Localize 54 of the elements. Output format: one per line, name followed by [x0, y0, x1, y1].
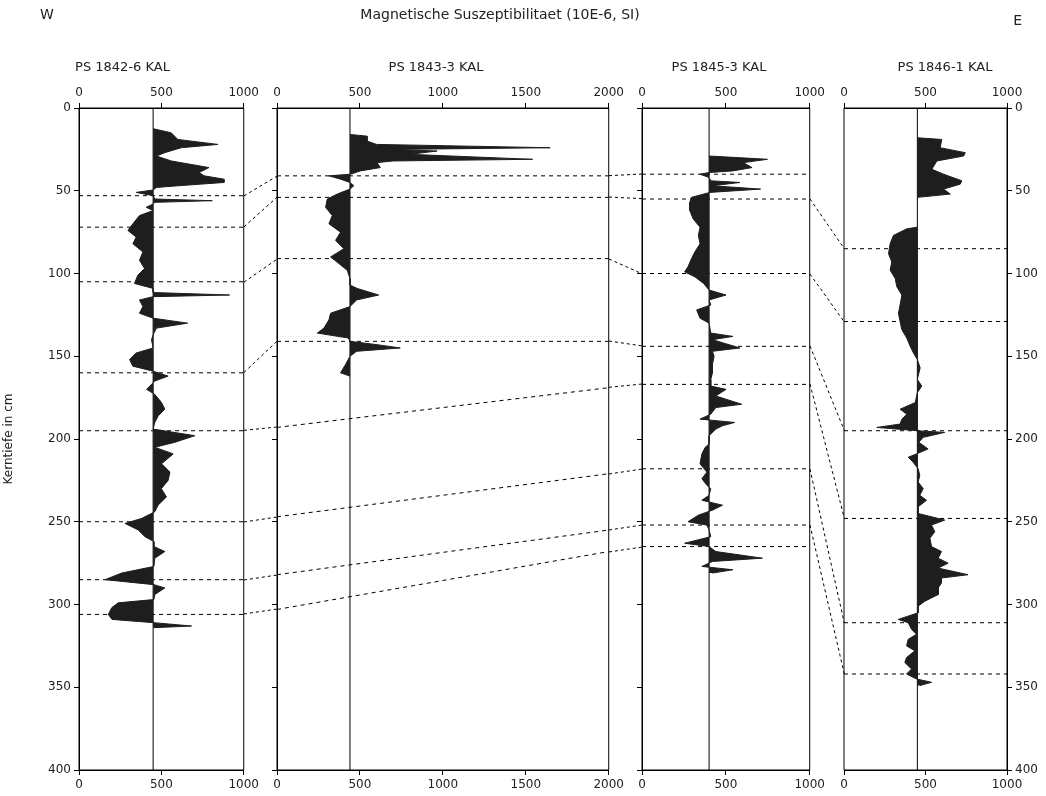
y-tick-label: 300: [48, 596, 71, 611]
x-tick-label: 1000: [794, 777, 825, 792]
x2-tick-label: 500: [714, 84, 738, 99]
y-tick-label: 200: [48, 431, 71, 446]
y2-tick-label: 200: [1015, 431, 1038, 446]
x2-tick-label: 500: [348, 84, 372, 99]
x-tick-label: 500: [714, 777, 738, 792]
x2-tick-label: 0: [638, 84, 646, 99]
x2-tick-label: 0: [273, 84, 281, 99]
y-tick-label: 250: [48, 513, 71, 528]
x-tick-label: 1000: [228, 777, 259, 792]
x2-tick-label: 1000: [228, 84, 259, 99]
y2-tick-label: 150: [1015, 348, 1038, 363]
x-tick-label: 1500: [510, 777, 542, 792]
x-tick-label: 500: [149, 777, 173, 792]
x2-tick-label: 0: [75, 84, 83, 99]
x-tick-label: 1000: [427, 777, 459, 792]
y2-tick-label: 300: [1015, 596, 1038, 611]
x-tick-label: 2000: [593, 777, 624, 792]
y-tick-label: 100: [48, 265, 71, 280]
chart-title: PS 1842-6 KAL: [75, 59, 171, 75]
x-tick-label: 1000: [991, 777, 1023, 792]
y2-tick-label: 50: [1015, 182, 1031, 197]
y-axis-title: Kerntiefe in cm: [1, 393, 16, 485]
y-tick-label: 0: [63, 100, 71, 115]
text: Magnetische Suszeptibilitaet (10E-6, SI): [360, 6, 640, 22]
x2-tick-label: 2000: [593, 84, 624, 99]
x-tick-label: 500: [348, 777, 372, 792]
x2-tick-label: 1000: [991, 84, 1023, 99]
x-tick-label: 0: [638, 777, 646, 792]
y2-tick-label: 400: [1015, 762, 1038, 777]
x2-tick-label: 1500: [510, 84, 542, 99]
y-tick-label: 50: [55, 182, 71, 197]
x-tick-label: 0: [273, 777, 281, 792]
y2-tick-label: 250: [1015, 513, 1038, 528]
x2-tick-label: 500: [914, 84, 937, 99]
x2-tick-label: 500: [149, 84, 173, 99]
y-tick-label: 400: [48, 762, 71, 777]
x2-tick-label: 1000: [794, 84, 825, 99]
y-tick-label: 350: [48, 679, 71, 694]
text: E: [1013, 12, 1022, 28]
y2-tick-label: 0: [1015, 100, 1023, 115]
y2-tick-label: 100: [1015, 265, 1038, 280]
x-tick-label: 0: [840, 777, 848, 792]
chart-title: PS 1843-3 KAL: [388, 59, 485, 75]
chart-title: PS 1846-1 KAL: [897, 59, 994, 75]
x-tick-label: 500: [914, 777, 937, 792]
x2-tick-label: 1000: [427, 84, 459, 99]
y2-tick-label: 350: [1015, 679, 1038, 694]
y-tick-label: 150: [48, 348, 71, 363]
text: W: [40, 6, 54, 22]
x-tick-label: 0: [75, 777, 83, 792]
x2-tick-label: 0: [840, 84, 848, 99]
chart-title: PS 1845-3 KAL: [671, 59, 768, 75]
